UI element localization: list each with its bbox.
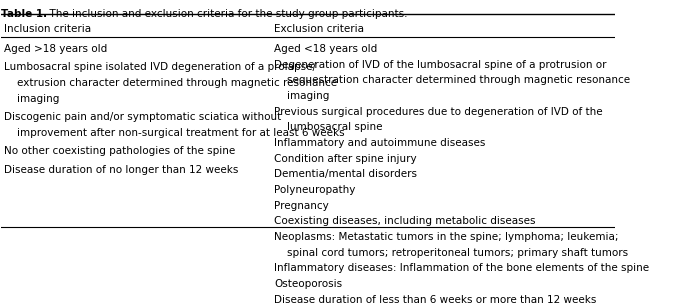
Text: Degeneration of IVD of the lumbosacral spine of a protrusion or: Degeneration of IVD of the lumbosacral s… — [274, 60, 607, 70]
Text: Aged >18 years old: Aged >18 years old — [4, 44, 107, 54]
Text: extrusion character determined through magnetic resonance: extrusion character determined through m… — [4, 78, 337, 88]
Text: imaging: imaging — [274, 91, 330, 101]
Text: Osteoporosis: Osteoporosis — [274, 279, 342, 289]
Text: improvement after non-surgical treatment for at least 6 weeks: improvement after non-surgical treatment… — [4, 128, 345, 138]
Text: No other coexisting pathologies of the spine: No other coexisting pathologies of the s… — [4, 146, 236, 156]
Text: Coexisting diseases, including metabolic diseases: Coexisting diseases, including metabolic… — [274, 217, 536, 226]
Text: Pregnancy: Pregnancy — [274, 201, 329, 211]
Text: The inclusion and exclusion criteria for the study group participants.: The inclusion and exclusion criteria for… — [43, 10, 407, 19]
Text: Dementia/mental disorders: Dementia/mental disorders — [274, 169, 417, 179]
Text: Aged <18 years old: Aged <18 years old — [274, 44, 378, 54]
Text: sequestration character determined through magnetic resonance: sequestration character determined throu… — [274, 75, 631, 85]
Text: lumbosacral spine: lumbosacral spine — [274, 122, 383, 132]
Text: imaging: imaging — [4, 94, 60, 104]
Text: Inflammatory and autoimmune diseases: Inflammatory and autoimmune diseases — [274, 138, 486, 148]
Text: Disease duration of less than 6 weeks or more than 12 weeks: Disease duration of less than 6 weeks or… — [274, 295, 597, 305]
Text: Inflammatory diseases: Inflammation of the bone elements of the spine: Inflammatory diseases: Inflammation of t… — [274, 263, 649, 274]
Text: Disease duration of no longer than 12 weeks: Disease duration of no longer than 12 we… — [4, 165, 239, 175]
Text: Neoplasms: Metastatic tumors in the spine; lymphoma; leukemia;: Neoplasms: Metastatic tumors in the spin… — [274, 232, 619, 242]
Text: Discogenic pain and/or symptomatic sciatica without: Discogenic pain and/or symptomatic sciat… — [4, 112, 282, 122]
Text: Inclusion criteria: Inclusion criteria — [4, 24, 91, 34]
Text: spinal cord tumors; retroperitoneal tumors; primary shaft tumors: spinal cord tumors; retroperitoneal tumo… — [274, 248, 629, 258]
Text: Polyneuropathy: Polyneuropathy — [274, 185, 356, 195]
Text: Condition after spine injury: Condition after spine injury — [274, 154, 417, 164]
Text: Previous surgical procedures due to degeneration of IVD of the: Previous surgical procedures due to dege… — [274, 107, 603, 117]
Text: Lumbosacral spine isolated IVD degeneration of a prolapse/: Lumbosacral spine isolated IVD degenerat… — [4, 63, 317, 72]
Text: Exclusion criteria: Exclusion criteria — [274, 24, 365, 34]
Text: Table 1.: Table 1. — [1, 10, 48, 19]
